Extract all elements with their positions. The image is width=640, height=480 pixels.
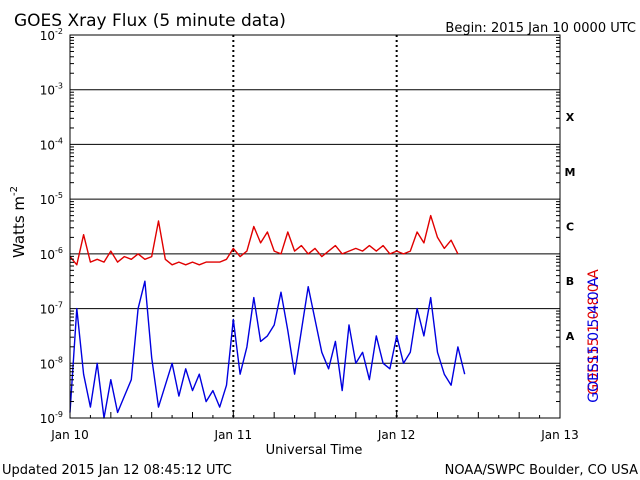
chart-title: GOES Xray Flux (5 minute data)	[14, 11, 286, 31]
x-axis-label: Universal Time	[266, 443, 363, 458]
x-tick-label: Jan 13	[540, 428, 579, 442]
x-tick-label: Jan 11	[214, 428, 253, 442]
y-tick-label: 10-3	[40, 82, 63, 98]
y-tick-label: 10-6	[40, 246, 63, 262]
y-tick-label: 10-4	[40, 136, 63, 152]
x-tick-label: Jan 12	[377, 428, 416, 442]
y-tick-label: 10-2	[40, 27, 63, 43]
x-axis-ticks: Jan 10 Jan 11 Jan 12 Jan 13	[50, 412, 579, 442]
y-tick-label: 10-5	[40, 191, 63, 207]
y-tick-label: 10-9	[40, 410, 63, 426]
flare-class-labels: X M C B A	[565, 111, 576, 343]
flare-class-a: A	[566, 330, 575, 343]
series-line-long-channel	[69, 214, 459, 266]
legend-long-channel: GOES15 1.0-8.0 A	[586, 269, 602, 395]
y-axis-ticks: 10-2 10-3 10-4 10-5 10-6 10-7 10-8 10-9	[40, 27, 560, 426]
y-axis-label: Watts m-2	[9, 186, 28, 258]
y-tick-label: 10-7	[40, 301, 63, 317]
updated-timestamp: Updated 2015 Jan 12 08:45:12 UTC	[2, 463, 232, 478]
flare-class-x: X	[566, 111, 575, 124]
grid	[70, 35, 560, 418]
series-layer	[69, 214, 466, 419]
x-tick-label: Jan 10	[50, 428, 89, 442]
y-tick-label: 10-8	[40, 355, 63, 371]
series-line-short-channel	[69, 280, 466, 419]
credit-label: NOAA/SWPC Boulder, CO USA	[445, 463, 638, 478]
flare-class-m: M	[565, 166, 576, 179]
begin-time-label: Begin: 2015 Jan 10 0000 UTC	[445, 21, 636, 36]
flare-class-c: C	[566, 221, 574, 234]
plot-frame	[69, 34, 561, 419]
flare-class-b: B	[566, 275, 574, 288]
legend-short-channel: GOES15 0.5-4.0 A	[586, 277, 602, 403]
